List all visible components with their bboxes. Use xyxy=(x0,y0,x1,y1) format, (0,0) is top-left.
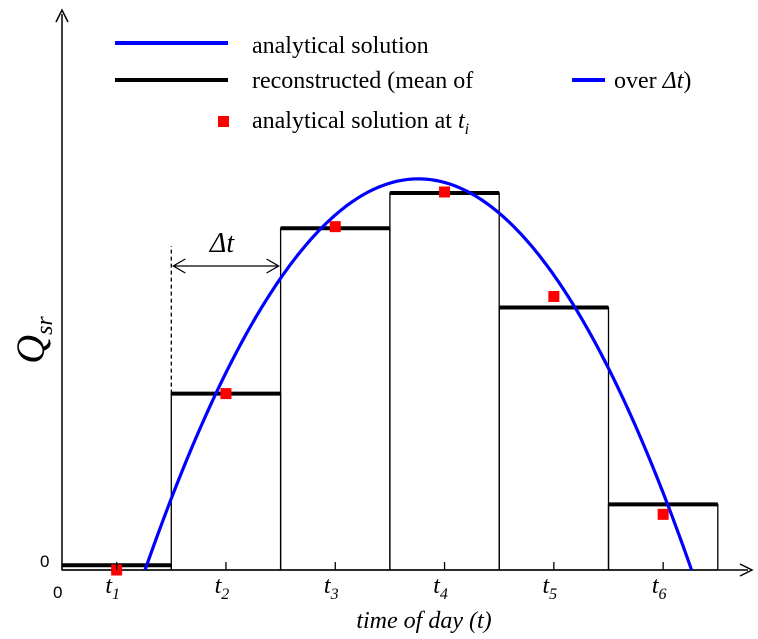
x-tick-labels: t1 t2 t3 t4 t5 t6 xyxy=(105,562,666,603)
interval-arrow-right-head xyxy=(266,258,280,274)
x-tick-label-sub: 3 xyxy=(330,586,339,603)
analytical-point xyxy=(329,221,341,233)
reconstructed-bin-box xyxy=(498,306,610,571)
reconstructed-bin-box xyxy=(389,192,500,571)
legend-points-label: analytical solution at ti xyxy=(252,108,469,138)
analytical-point xyxy=(439,186,451,198)
x-tick-label-base: t xyxy=(543,573,551,599)
interval-label: Δt xyxy=(209,228,235,259)
x-tick-label: t1 xyxy=(105,573,120,603)
y-axis-label-base: Q xyxy=(8,335,53,364)
x-tick-label-base: t xyxy=(105,573,113,599)
y-axis-arrow xyxy=(55,8,69,23)
legend-over-text: over xyxy=(614,68,657,94)
x-tick-label-sub: 4 xyxy=(440,586,448,603)
x-tick-label: t5 xyxy=(543,573,558,603)
x-tick-label-base: t xyxy=(652,573,660,599)
x-tick-label-sub: 1 xyxy=(112,586,120,603)
analytical-curve-layer xyxy=(143,177,694,570)
legend-analytical-label: analytical solution xyxy=(252,33,429,59)
x-tick-label: t4 xyxy=(433,573,448,603)
y-origin-label: 0 xyxy=(40,552,49,571)
x-tick-label-base: t xyxy=(433,573,441,599)
x-axis-label: time of day (t) xyxy=(356,608,491,634)
x-tick-label-base: t xyxy=(324,573,332,599)
x-tick-label: t3 xyxy=(324,573,339,603)
x-tick-label-sub: 2 xyxy=(221,586,229,603)
analytical-solution-curve xyxy=(143,177,694,570)
x-tick-label: t6 xyxy=(652,573,667,603)
analytical-point xyxy=(657,508,669,520)
legend-reconstructed-label: reconstructed (mean of xyxy=(252,68,473,94)
y-axis-label: Qsr xyxy=(8,316,58,364)
legend: analytical solution reconstructed (mean … xyxy=(115,33,691,138)
legend-points-t: t xyxy=(458,108,466,134)
legend-points-text: analytical solution at xyxy=(252,108,452,134)
x-tick-label-sub: 6 xyxy=(658,586,666,603)
legend-close-paren: ) xyxy=(683,68,691,94)
x-axis-arrow xyxy=(739,563,754,577)
interval-arrow-left-head xyxy=(172,258,186,274)
reconstructed-bin-box xyxy=(279,227,391,571)
x-tick-label: t2 xyxy=(215,573,230,603)
x-tick-label-sub: 5 xyxy=(549,586,557,603)
legend-points-swatch xyxy=(218,116,229,127)
analytical-point xyxy=(220,388,232,400)
legend-points-sub: i xyxy=(465,121,469,138)
legend-reconstructed-label-end: over Δt) xyxy=(614,68,691,94)
interval-marker xyxy=(170,246,280,394)
reconstructed-bins xyxy=(61,191,719,571)
reconstructed-bin-box xyxy=(170,392,282,571)
analytical-point xyxy=(548,290,560,302)
x-tick-label-base: t xyxy=(215,573,223,599)
legend-delta-text: Δt xyxy=(662,68,685,94)
y-axis-label-sub: sr xyxy=(32,316,58,335)
x-origin-label: 0 xyxy=(53,583,62,602)
